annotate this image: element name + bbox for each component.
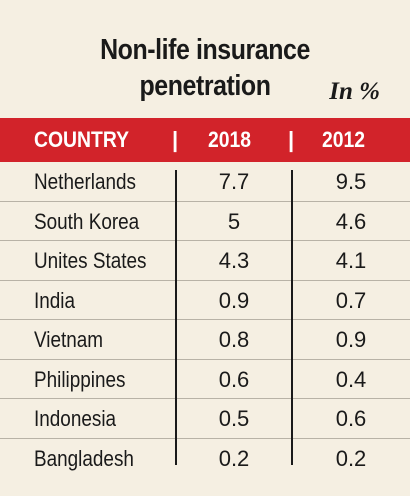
table-row: South Korea 5 4.6 <box>0 200 410 241</box>
table-row: Bangladesh 0.2 0.2 <box>0 437 410 478</box>
value-2012-cell: 0.9 <box>335 327 367 352</box>
table-row: Philippines 0.6 0.4 <box>0 358 410 399</box>
value-2012-cell: 9.5 <box>335 169 367 194</box>
header-separator: | <box>172 127 179 152</box>
header-country: COUNTRY <box>34 127 130 152</box>
country-cell: Unites States <box>34 248 147 273</box>
header-separator: | <box>288 127 295 152</box>
value-2018-cell: 0.9 <box>218 287 250 313</box>
value-2018-cell: 4.3 <box>218 248 250 273</box>
value-2012-cell: 0.6 <box>335 406 367 431</box>
value-2012-cell: 4.1 <box>335 248 367 273</box>
value-2018-cell: 7.7 <box>218 169 250 194</box>
country-cell: Vietnam <box>34 327 104 352</box>
country-cell: Philippines <box>34 366 126 392</box>
header-2018: 2018 <box>208 127 252 152</box>
table-body: Netherlands 7.7 9.5 South Korea 5 4.6 Un… <box>0 162 410 477</box>
table-row: Indonesia 0.5 0.6 <box>0 398 410 438</box>
unit-label: In % <box>329 78 380 105</box>
column-divider <box>291 170 293 465</box>
value-2012-cell: 0.4 <box>335 366 367 392</box>
table-row: India 0.9 0.7 <box>0 279 410 320</box>
table-row: Unites States 4.3 4.1 <box>0 240 410 280</box>
value-2012-cell: 0.7 <box>335 287 367 313</box>
table-row: Netherlands 7.7 9.5 <box>0 162 410 201</box>
table-header: COUNTRY | 2018 | 2012 <box>0 118 410 162</box>
value-2012-cell: 0.2 <box>335 445 367 471</box>
country-cell: Bangladesh <box>34 445 134 471</box>
country-cell: Indonesia <box>34 406 117 431</box>
column-divider <box>175 170 177 465</box>
value-2018-cell: 0.2 <box>218 445 250 471</box>
table-row: Vietnam 0.8 0.9 <box>0 319 410 359</box>
value-2012-cell: 4.6 <box>335 208 367 234</box>
value-2018-cell: 0.6 <box>218 366 250 392</box>
value-2018-cell: 0.8 <box>218 327 250 352</box>
country-cell: Netherlands <box>34 169 137 194</box>
value-2018-cell: 0.5 <box>218 406 250 431</box>
country-cell: India <box>34 287 76 313</box>
header-2012: 2012 <box>322 127 366 152</box>
country-cell: South Korea <box>34 208 140 234</box>
chart-title: Non-life insurance penetration <box>100 34 310 102</box>
value-2018-cell: 5 <box>227 208 241 234</box>
